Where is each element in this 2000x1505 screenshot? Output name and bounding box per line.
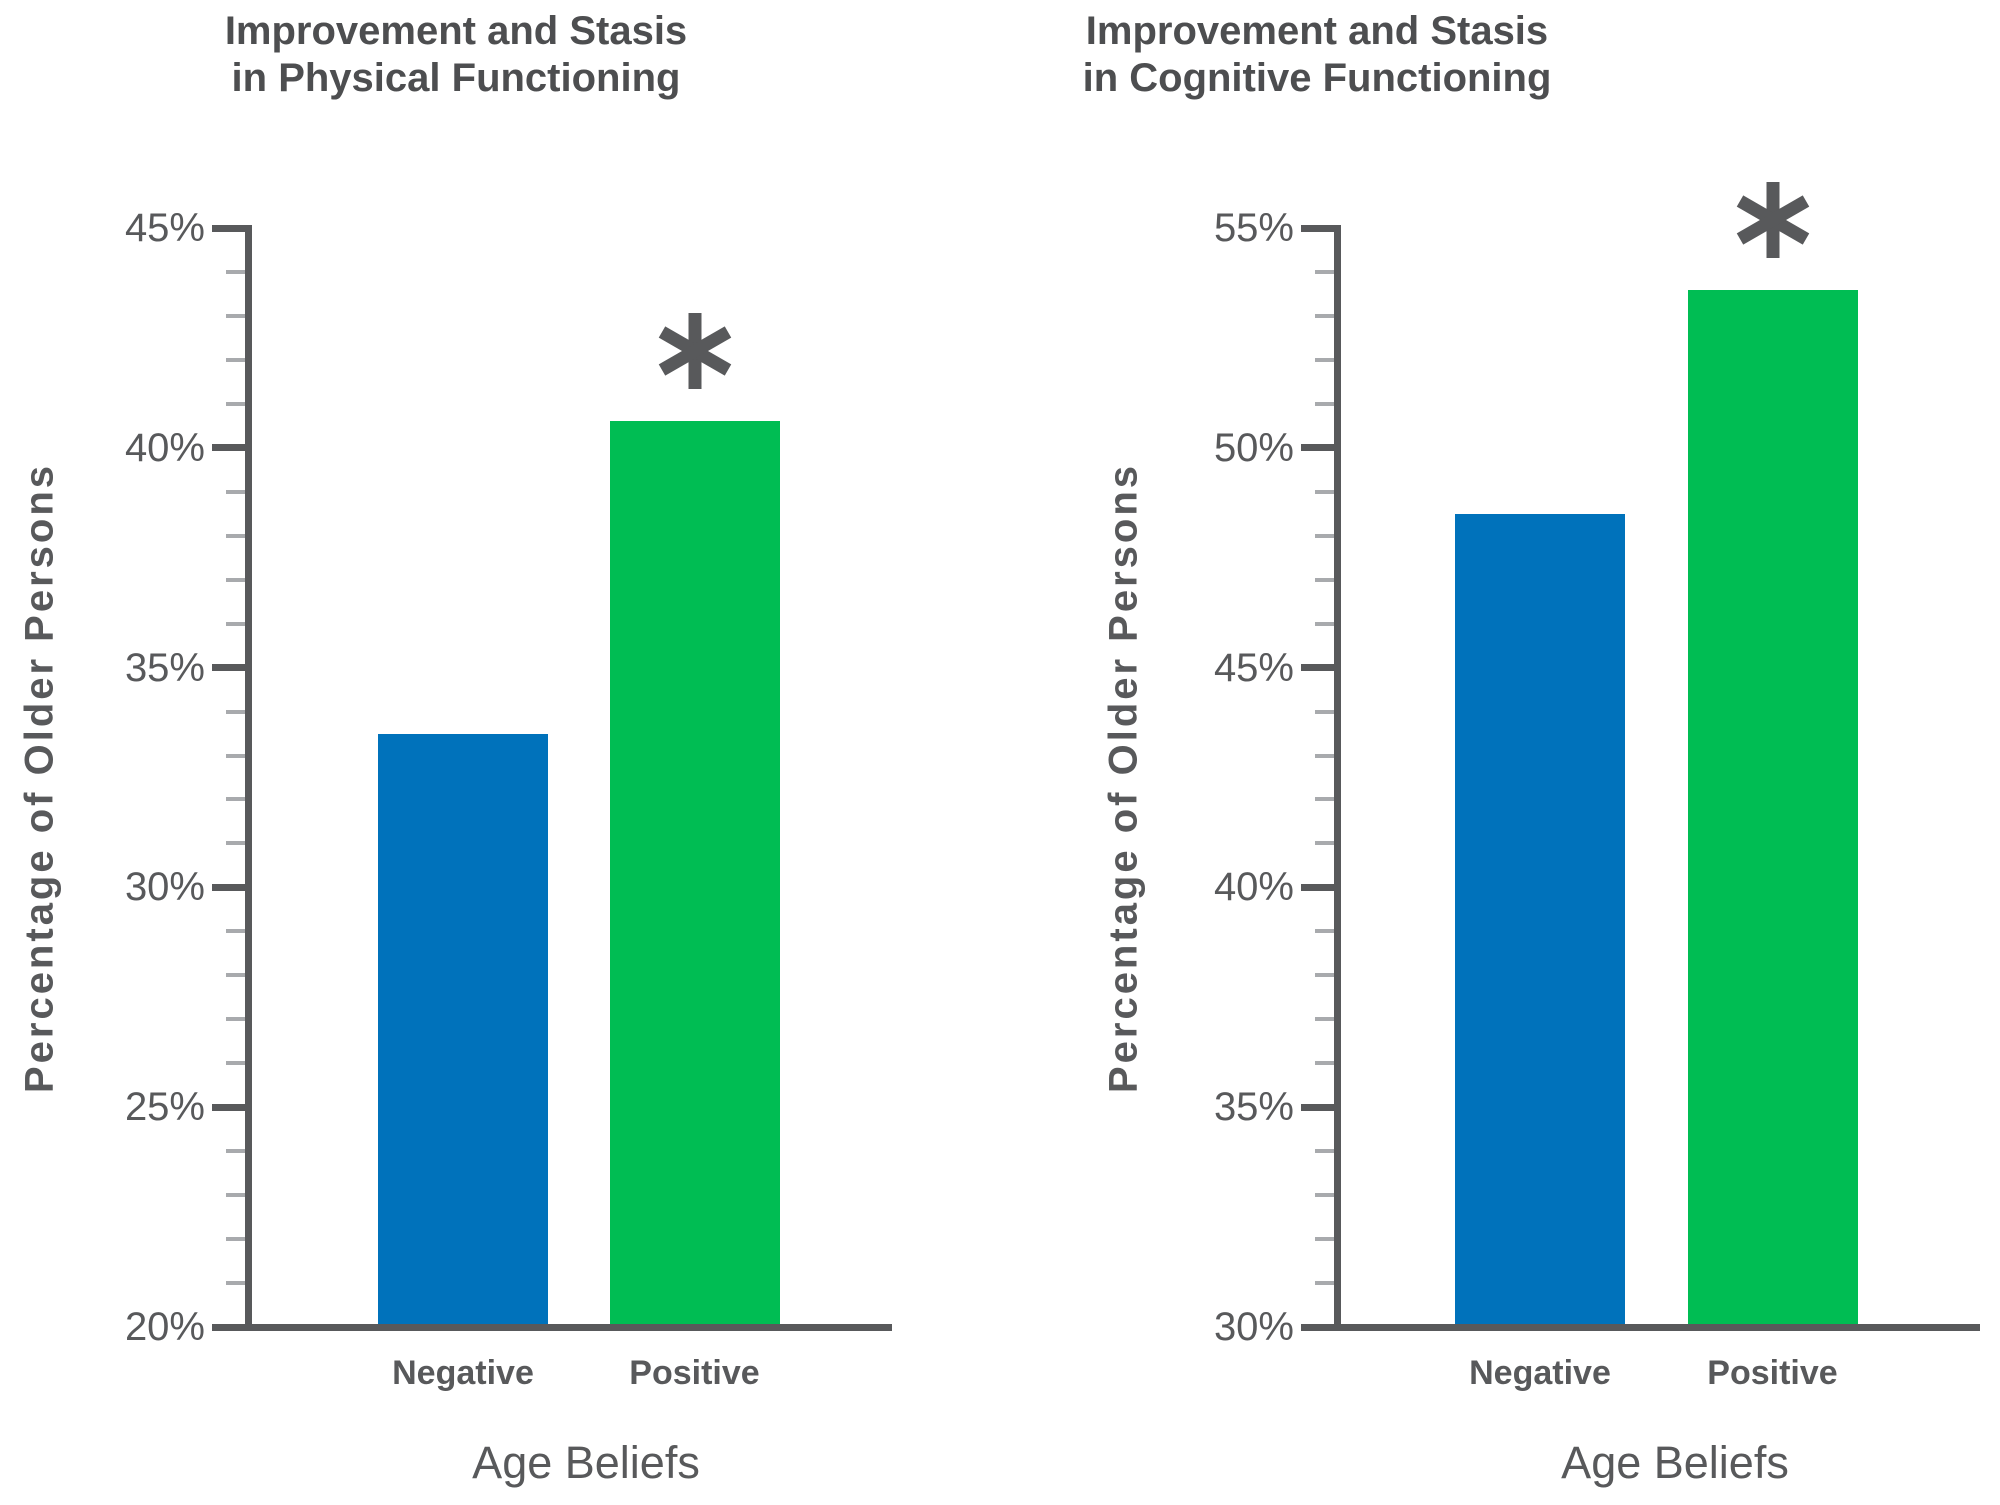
negative-age-beliefs-bar bbox=[378, 733, 548, 1327]
y-major-tick bbox=[212, 664, 245, 672]
y-minor-tick bbox=[226, 489, 245, 494]
y-minor-tick bbox=[1315, 621, 1334, 626]
y-tick-label: 45% bbox=[124, 206, 205, 250]
y-tick-label: 55% bbox=[1213, 206, 1294, 250]
significance-asterisk-icon bbox=[1729, 181, 1817, 258]
x-axis-label: Age Beliefs bbox=[472, 1437, 700, 1488]
y-minor-tick bbox=[226, 1017, 245, 1022]
x-tick-label: Positive bbox=[629, 1354, 760, 1392]
y-minor-tick bbox=[226, 1149, 245, 1154]
y-minor-tick bbox=[226, 1237, 245, 1242]
x-axis-label: Age Beliefs bbox=[1561, 1437, 1789, 1488]
y-tick-label: 35% bbox=[124, 645, 205, 690]
y-minor-tick bbox=[1315, 1061, 1334, 1066]
y-minor-tick bbox=[1315, 577, 1334, 582]
y-minor-tick bbox=[1315, 489, 1334, 494]
y-minor-tick bbox=[1315, 269, 1334, 274]
y-minor-tick bbox=[1315, 1237, 1334, 1242]
y-tick-label: 40% bbox=[124, 425, 205, 470]
y-axis-line bbox=[245, 224, 252, 1331]
y-tick-label: 30% bbox=[124, 865, 205, 910]
chart-title-line2: in Cognitive Functioning bbox=[1082, 56, 1552, 100]
chart-title-line1: Improvement and Stasis bbox=[1085, 9, 1549, 53]
y-minor-tick bbox=[1315, 533, 1334, 538]
y-minor-tick bbox=[226, 1193, 245, 1198]
chart-title-line1: Improvement and Stasis bbox=[224, 9, 688, 53]
y-minor-tick bbox=[226, 841, 245, 846]
x-axis-line bbox=[245, 1323, 892, 1331]
y-minor-tick bbox=[1315, 841, 1334, 846]
y-major-tick bbox=[212, 224, 245, 232]
y-minor-tick bbox=[226, 577, 245, 582]
positive-age-beliefs-bar bbox=[609, 421, 780, 1327]
y-minor-tick bbox=[1315, 709, 1334, 714]
x-tick-label: Negative bbox=[1469, 1354, 1611, 1392]
negative-age-beliefs-bar bbox=[1455, 513, 1625, 1327]
y-tick-label: 20% bbox=[124, 1305, 205, 1349]
y-minor-tick bbox=[1315, 1193, 1334, 1198]
y-minor-tick bbox=[1315, 313, 1334, 318]
y-major-tick bbox=[212, 1323, 245, 1331]
y-minor-tick bbox=[1315, 973, 1334, 978]
positive-age-beliefs-bar bbox=[1687, 289, 1858, 1327]
y-major-tick bbox=[1301, 224, 1334, 232]
y-axis-line bbox=[1334, 224, 1341, 1331]
y-major-tick bbox=[1301, 883, 1334, 891]
y-tick-label: 45% bbox=[1213, 645, 1294, 690]
y-minor-tick bbox=[226, 357, 245, 362]
y-tick-label: 35% bbox=[1213, 1085, 1294, 1130]
chart-title: Improvement and Stasis in Physical Functi… bbox=[225, 8, 687, 102]
y-minor-tick bbox=[1315, 1149, 1334, 1154]
y-minor-tick bbox=[226, 1061, 245, 1066]
x-tick-label: Negative bbox=[392, 1354, 534, 1392]
y-minor-tick bbox=[1315, 401, 1334, 406]
y-minor-tick bbox=[226, 797, 245, 802]
y-minor-tick bbox=[226, 973, 245, 978]
y-minor-tick bbox=[226, 621, 245, 626]
x-tick-label: Positive bbox=[1707, 1354, 1838, 1392]
y-major-tick bbox=[1301, 664, 1334, 672]
y-minor-tick bbox=[226, 1281, 245, 1286]
y-minor-tick bbox=[1315, 753, 1334, 758]
y-major-tick bbox=[212, 444, 245, 452]
y-minor-tick bbox=[226, 533, 245, 538]
y-major-tick bbox=[1301, 444, 1334, 452]
chart-title: Improvement and Stasis in Cognitive Funct… bbox=[1083, 8, 1552, 102]
y-minor-tick bbox=[1315, 929, 1334, 934]
x-axis-line bbox=[1334, 1323, 1980, 1331]
y-minor-tick bbox=[226, 313, 245, 318]
y-minor-tick bbox=[1315, 1281, 1334, 1286]
y-axis-label: Percentage of Older Persons bbox=[1101, 462, 1146, 1094]
y-minor-tick bbox=[226, 269, 245, 274]
y-major-tick bbox=[1301, 1103, 1334, 1111]
y-minor-tick bbox=[1315, 797, 1334, 802]
y-minor-tick bbox=[1315, 1017, 1334, 1022]
chart-title-line2: in Physical Functioning bbox=[231, 56, 681, 100]
y-minor-tick bbox=[226, 753, 245, 758]
y-minor-tick bbox=[226, 929, 245, 934]
y-tick-label: 40% bbox=[1213, 865, 1294, 910]
y-major-tick bbox=[1301, 1323, 1334, 1331]
y-tick-label: 25% bbox=[124, 1085, 205, 1130]
y-major-tick bbox=[212, 883, 245, 891]
y-minor-tick bbox=[226, 709, 245, 714]
y-tick-label: 30% bbox=[1213, 1305, 1294, 1349]
y-minor-tick bbox=[226, 401, 245, 406]
y-major-tick bbox=[212, 1103, 245, 1111]
y-tick-label: 50% bbox=[1213, 425, 1294, 470]
significance-asterisk-icon bbox=[651, 313, 739, 390]
y-minor-tick bbox=[1315, 357, 1334, 362]
